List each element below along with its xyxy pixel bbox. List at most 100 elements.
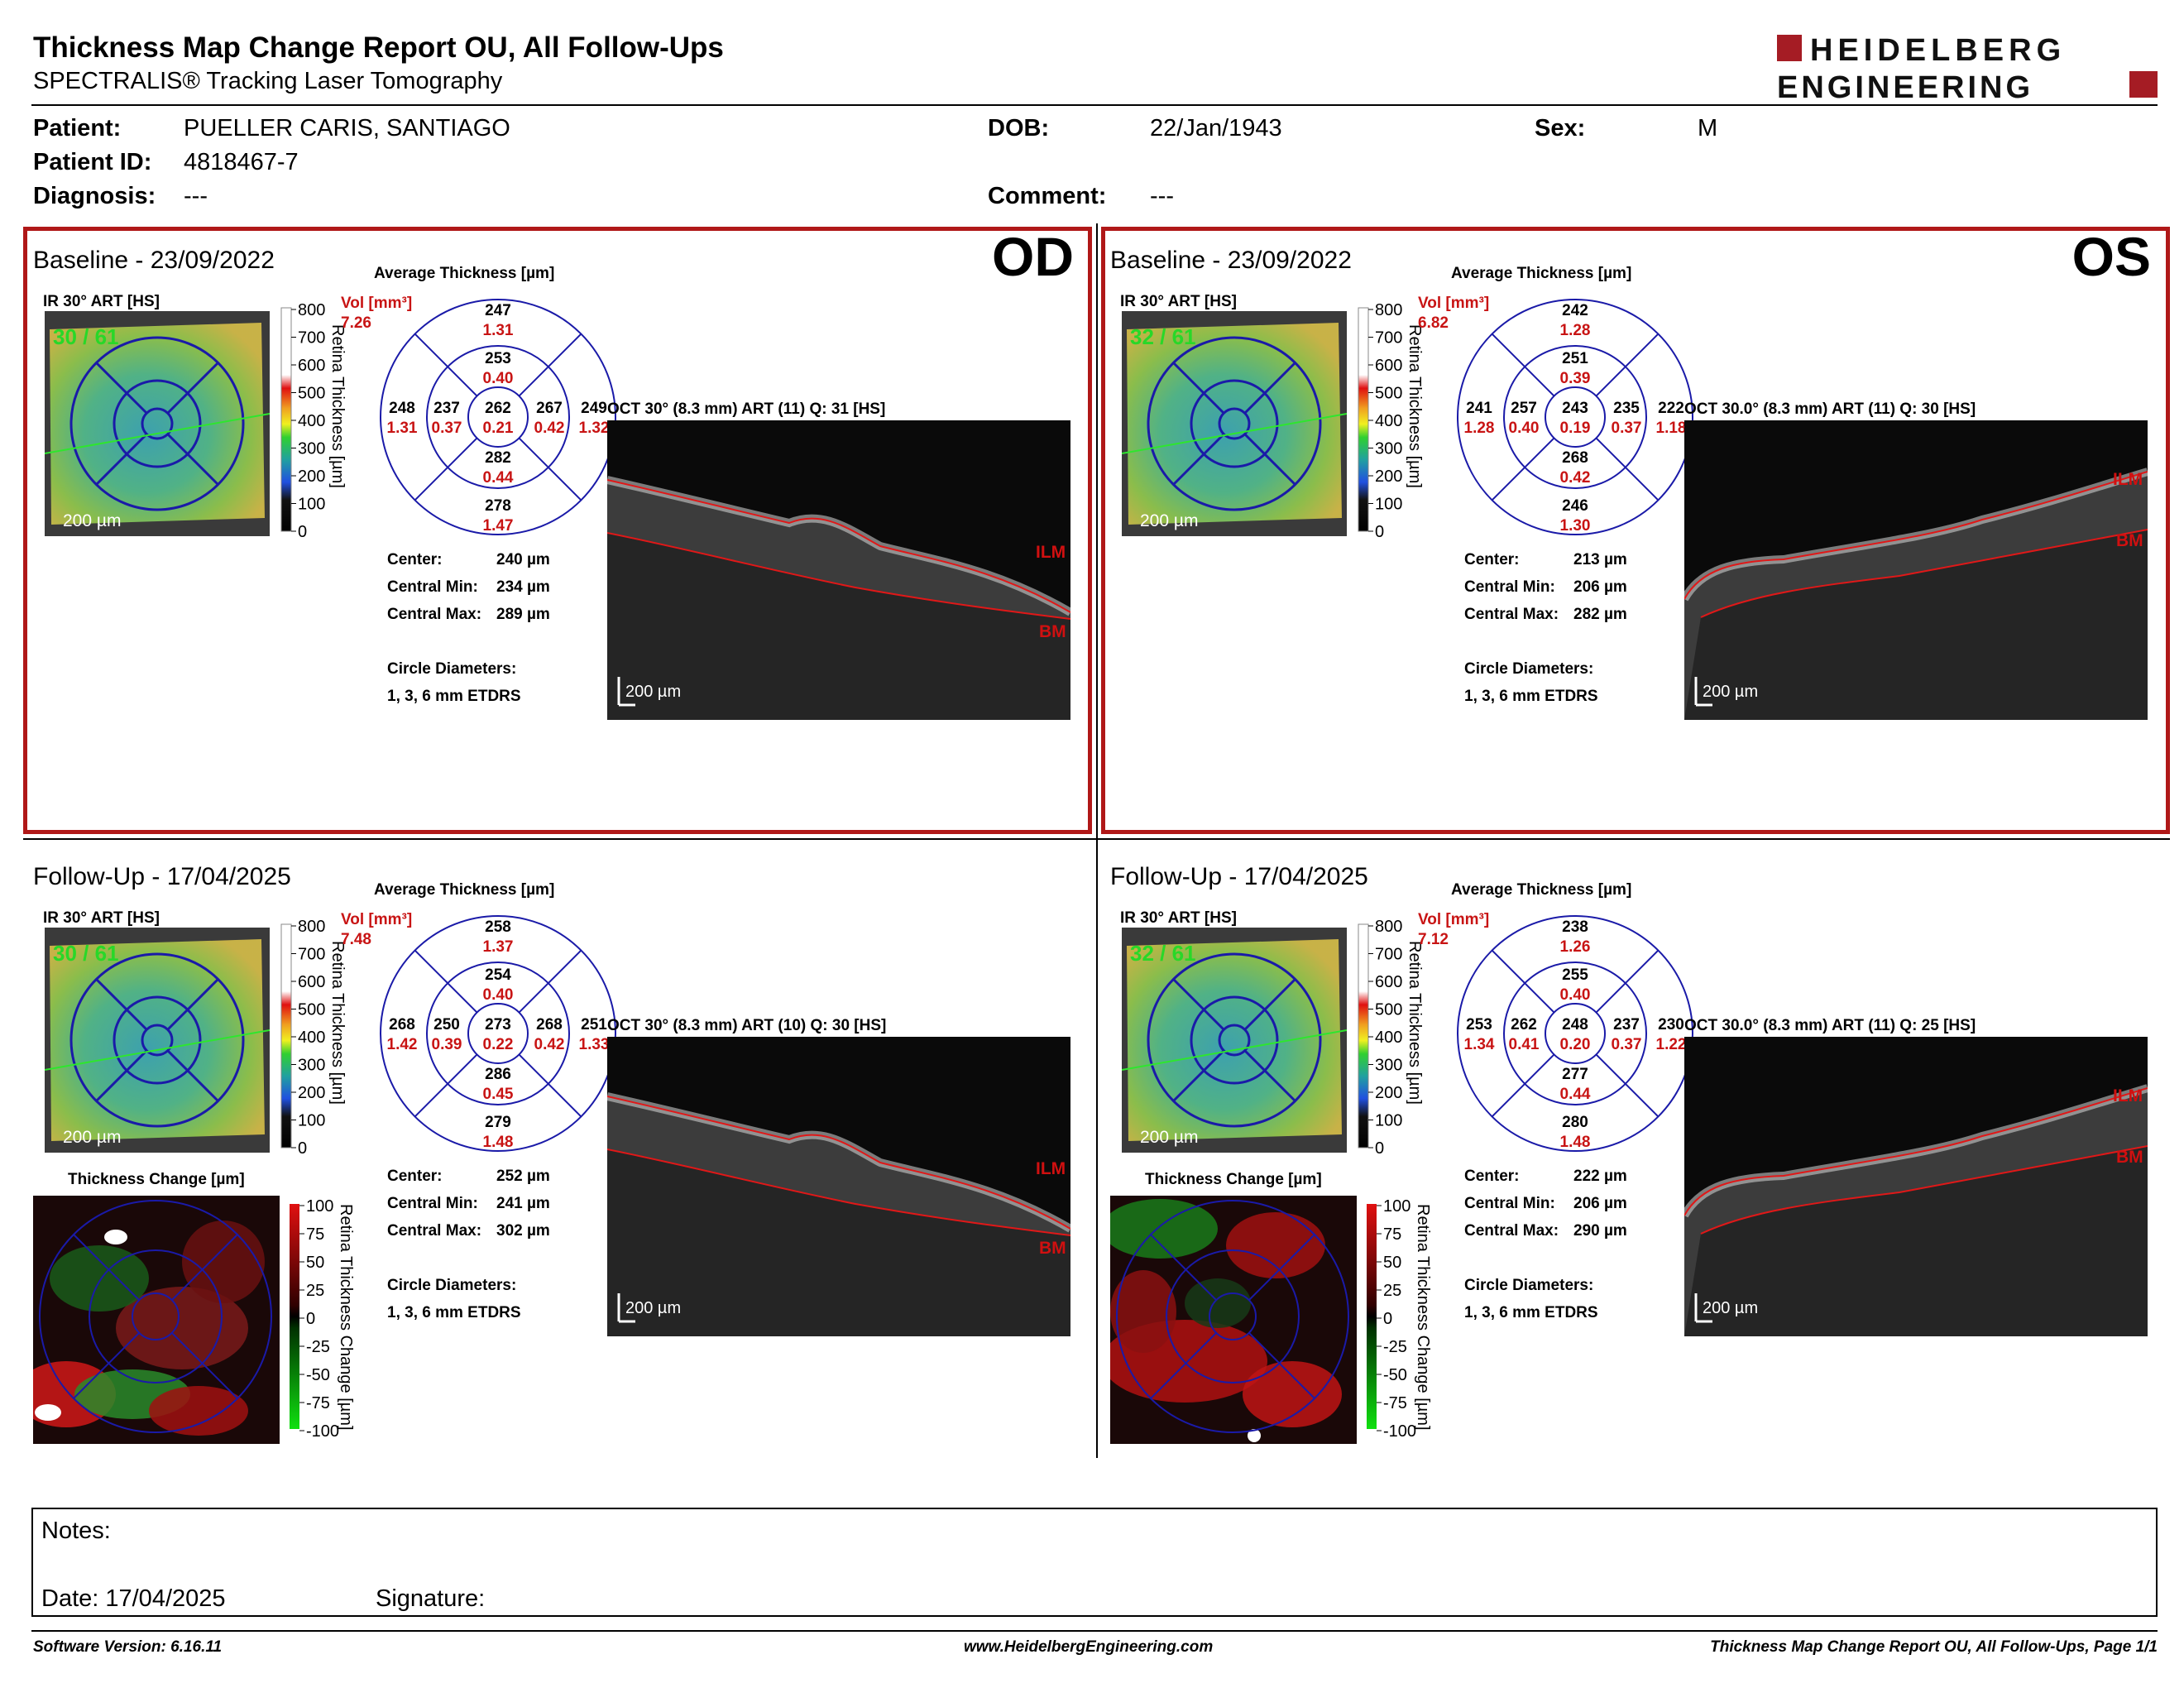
- avg-thickness-label: Average Thickness [µm]: [374, 881, 555, 899]
- thickness-change-map[interactable]: [33, 1196, 280, 1444]
- thickness-colorbar: 800 700 600 500 400 300 200 100 0 Retina Thicknes…: [1358, 301, 1424, 539]
- avg-thickness-label: Average Thickness [µm]: [1451, 265, 1632, 282]
- ir-thickness-map[interactable]: 32 / 61 200 µm: [1122, 928, 1347, 1153]
- grid-out-t-thickness: 248: [389, 400, 415, 417]
- grid-out-s-volume: 1.31: [483, 322, 514, 339]
- central-min-value: 241 µm: [496, 1195, 550, 1212]
- notes-box: Notes: Date: 17/04/2025 Signature:: [31, 1508, 2158, 1617]
- colorbar-tick: 600: [298, 973, 325, 991]
- grid-in-i-volume: 0.44: [1560, 1086, 1591, 1103]
- change-colorbar-tick: 0: [306, 1310, 315, 1328]
- logo-line1: HEIDELBERG: [1810, 33, 2066, 68]
- ilm-label: ILM: [1036, 543, 1066, 562]
- center-value: 252 µm: [496, 1168, 550, 1185]
- report-subtitle: SPECTRALIS® Tracking Laser Tomography: [33, 68, 503, 94]
- oct-bscan[interactable]: ILM BM 200 µm: [1684, 420, 2148, 720]
- central-min-label: Central Min:: [387, 1195, 478, 1212]
- sex-value: M: [1698, 115, 1718, 141]
- avg-thickness-label: Average Thickness [µm]: [1451, 881, 1632, 899]
- thickness-change-map[interactable]: [1110, 1196, 1357, 1444]
- bm-label: BM: [2116, 531, 2143, 550]
- ir-thickness-map[interactable]: 30 / 61 200 µm: [45, 311, 270, 536]
- os-followup-panel: Follow-Up - 17/04/2025 IR 30° ART [HS] Ave…: [1109, 863, 2167, 1459]
- grid-out-t-thickness: 253: [1466, 1016, 1492, 1033]
- etdrs-grid: Vol [mm³] 7.12 248 0.20 255 0.40 277 0.44 262 0.4…: [1418, 911, 1693, 1152]
- ir-scale-bar: 200 µm: [63, 1128, 121, 1147]
- grid-out-s-thickness: 258: [485, 918, 511, 936]
- change-colorbar-tick: 50: [306, 1254, 324, 1272]
- grid-out-n-thickness: 249: [581, 400, 607, 417]
- ir-thickness-map[interactable]: 32 / 61 200 µm: [1122, 311, 1347, 536]
- grid-out-s-thickness: 238: [1562, 918, 1588, 936]
- colorbar-tick: 700: [1375, 946, 1402, 964]
- circle-diameters-value: 1, 3, 6 mm ETDRS: [1464, 688, 1598, 705]
- colorbar-tick: 400: [298, 1029, 325, 1047]
- notes-label: Notes:: [41, 1518, 111, 1544]
- change-colorbar-tick: 100: [306, 1197, 333, 1216]
- colorbar-tick: 400: [1375, 412, 1402, 430]
- oct-bscan[interactable]: ILM BM 200 µm: [1684, 1037, 2148, 1336]
- dob-value: 22/Jan/1943: [1150, 115, 1282, 141]
- thickness-change-label: Thickness Change [µm]: [1145, 1171, 1322, 1188]
- grid-out-i-volume: 1.48: [483, 1134, 514, 1151]
- colorbar-tick: 400: [1375, 1029, 1402, 1047]
- website-link[interactable]: www.HeidelbergEngineering.com: [964, 1638, 1214, 1656]
- grid-out-s-volume: 1.26: [1560, 938, 1591, 956]
- patient-label: Patient:: [33, 115, 122, 141]
- oct-label: OCT 30.0° (8.3 mm) ART (11) Q: 25 [HS]: [1684, 1017, 1976, 1034]
- central-max-label: Central Max:: [387, 606, 482, 623]
- vol-value: 7.48: [341, 931, 371, 948]
- logo-line2: ENGINEERING: [1777, 70, 2033, 103]
- central-max-label: Central Max:: [1464, 606, 1559, 623]
- grid-in-n-volume: 0.37: [1612, 1036, 1642, 1053]
- page-info: Thickness Map Change Report OU, All Foll…: [1710, 1638, 2158, 1656]
- dob-label: DOB:: [988, 115, 1050, 141]
- colorbar-tick: 300: [1375, 1057, 1402, 1075]
- sex-label: Sex:: [1535, 115, 1586, 141]
- center-label: Center:: [1464, 1168, 1520, 1185]
- circle-diameters-label: Circle Diameters:: [387, 660, 517, 678]
- ir-scale-bar: 200 µm: [1140, 511, 1198, 530]
- colorbar-tick: 200: [1375, 468, 1402, 486]
- colorbar-tick: 500: [1375, 1001, 1402, 1019]
- change-colorbar-tick: 75: [1383, 1225, 1401, 1244]
- grid-in-s-volume: 0.39: [1560, 370, 1591, 387]
- grid-in-t-volume: 0.41: [1509, 1036, 1540, 1053]
- grid-in-t-volume: 0.37: [432, 420, 462, 437]
- colorbar-label: Retina Thickness [µm]: [1406, 941, 1424, 1105]
- colorbar-tick: 300: [1375, 440, 1402, 458]
- oct-scale-bar: 200 µm: [1703, 683, 1758, 701]
- oct-bscan[interactable]: ILM BM 200 µm: [607, 1037, 1070, 1336]
- signature-label: Signature:: [376, 1585, 486, 1612]
- grid-in-n-thickness: 267: [536, 400, 563, 417]
- ilm-label: ILM: [2113, 470, 2143, 489]
- colorbar-tick: 100: [298, 1112, 325, 1130]
- colorbar-tick: 100: [1375, 1112, 1402, 1130]
- center-value: 213 µm: [1573, 551, 1627, 568]
- eye-label: OD: [992, 226, 1074, 287]
- circle-diameters-label: Circle Diameters:: [1464, 1277, 1594, 1294]
- colorbar-tick: 200: [298, 468, 325, 486]
- center-divider: [1096, 223, 1098, 1458]
- grid-out-i-volume: 1.47: [483, 517, 514, 535]
- diagnosis-label: Diagnosis:: [33, 183, 156, 209]
- grid-in-s-thickness: 253: [485, 350, 511, 367]
- oct-label: OCT 30.0° (8.3 mm) ART (11) Q: 30 [HS]: [1684, 400, 1976, 418]
- grid-out-i-thickness: 278: [485, 497, 511, 515]
- ir-label: IR 30° ART [HS]: [43, 909, 160, 927]
- ir-thickness-map[interactable]: 30 / 61 200 µm: [45, 928, 270, 1153]
- oct-bscan[interactable]: ILM BM 200 µm: [607, 420, 1070, 720]
- grid-out-t-volume: 1.31: [387, 420, 418, 437]
- grid-out-n-volume: 1.22: [1656, 1036, 1687, 1053]
- bm-label: BM: [1039, 622, 1066, 641]
- ir-scale-bar: 200 µm: [1140, 1128, 1198, 1147]
- od-baseline-frame: [23, 227, 1092, 834]
- patient-id-label: Patient ID:: [33, 149, 152, 175]
- grid-out-i-thickness: 279: [485, 1114, 511, 1131]
- diagnosis-value: ---: [184, 183, 208, 209]
- etdrs-grid: Vol [mm³] 7.26 262 0.21 253 0.40 282 0.44 237 0.3…: [341, 295, 616, 535]
- grid-out-t-volume: 1.28: [1464, 420, 1495, 437]
- ir-label: IR 30° ART [HS]: [1120, 909, 1237, 927]
- central-max-label: Central Max:: [1464, 1222, 1559, 1240]
- colorbar-label: Retina Thickness [µm]: [1406, 324, 1424, 488]
